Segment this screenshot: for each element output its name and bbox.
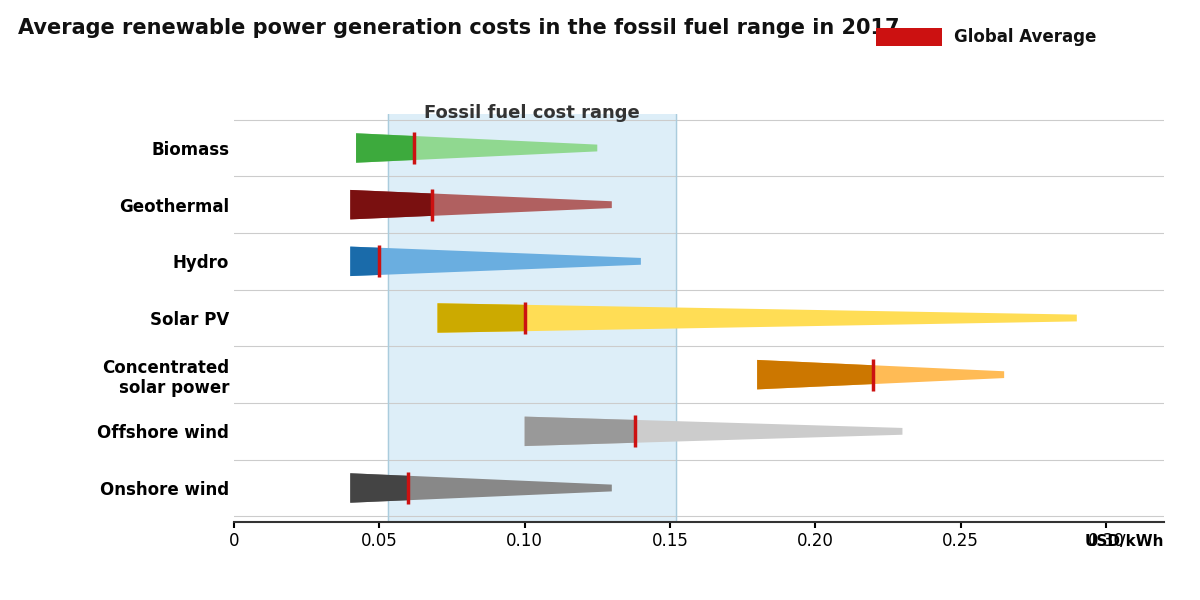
- Polygon shape: [757, 360, 874, 389]
- Polygon shape: [356, 133, 598, 163]
- Text: www.irena.org: www.irena.org: [14, 570, 140, 585]
- Text: Global Average: Global Average: [954, 28, 1097, 46]
- Text: International Renewable Energy Agency: International Renewable Energy Agency: [1056, 585, 1200, 595]
- Polygon shape: [350, 190, 432, 220]
- Polygon shape: [757, 360, 1004, 389]
- Bar: [388, 114, 676, 522]
- Polygon shape: [350, 247, 641, 276]
- Text: © IRENA: © IRENA: [1056, 566, 1141, 584]
- Text: Average renewable power generation costs in the fossil fuel range in 2017: Average renewable power generation costs…: [18, 18, 900, 38]
- Text: USD/kWh: USD/kWh: [1085, 535, 1164, 550]
- Polygon shape: [350, 247, 379, 276]
- Polygon shape: [524, 416, 902, 446]
- Polygon shape: [350, 473, 408, 503]
- Text: Fossil fuel cost range: Fossil fuel cost range: [424, 104, 640, 122]
- Polygon shape: [438, 303, 1076, 333]
- Polygon shape: [356, 133, 414, 163]
- Polygon shape: [438, 303, 524, 333]
- Polygon shape: [524, 416, 635, 446]
- Polygon shape: [350, 190, 612, 220]
- Polygon shape: [350, 473, 612, 503]
